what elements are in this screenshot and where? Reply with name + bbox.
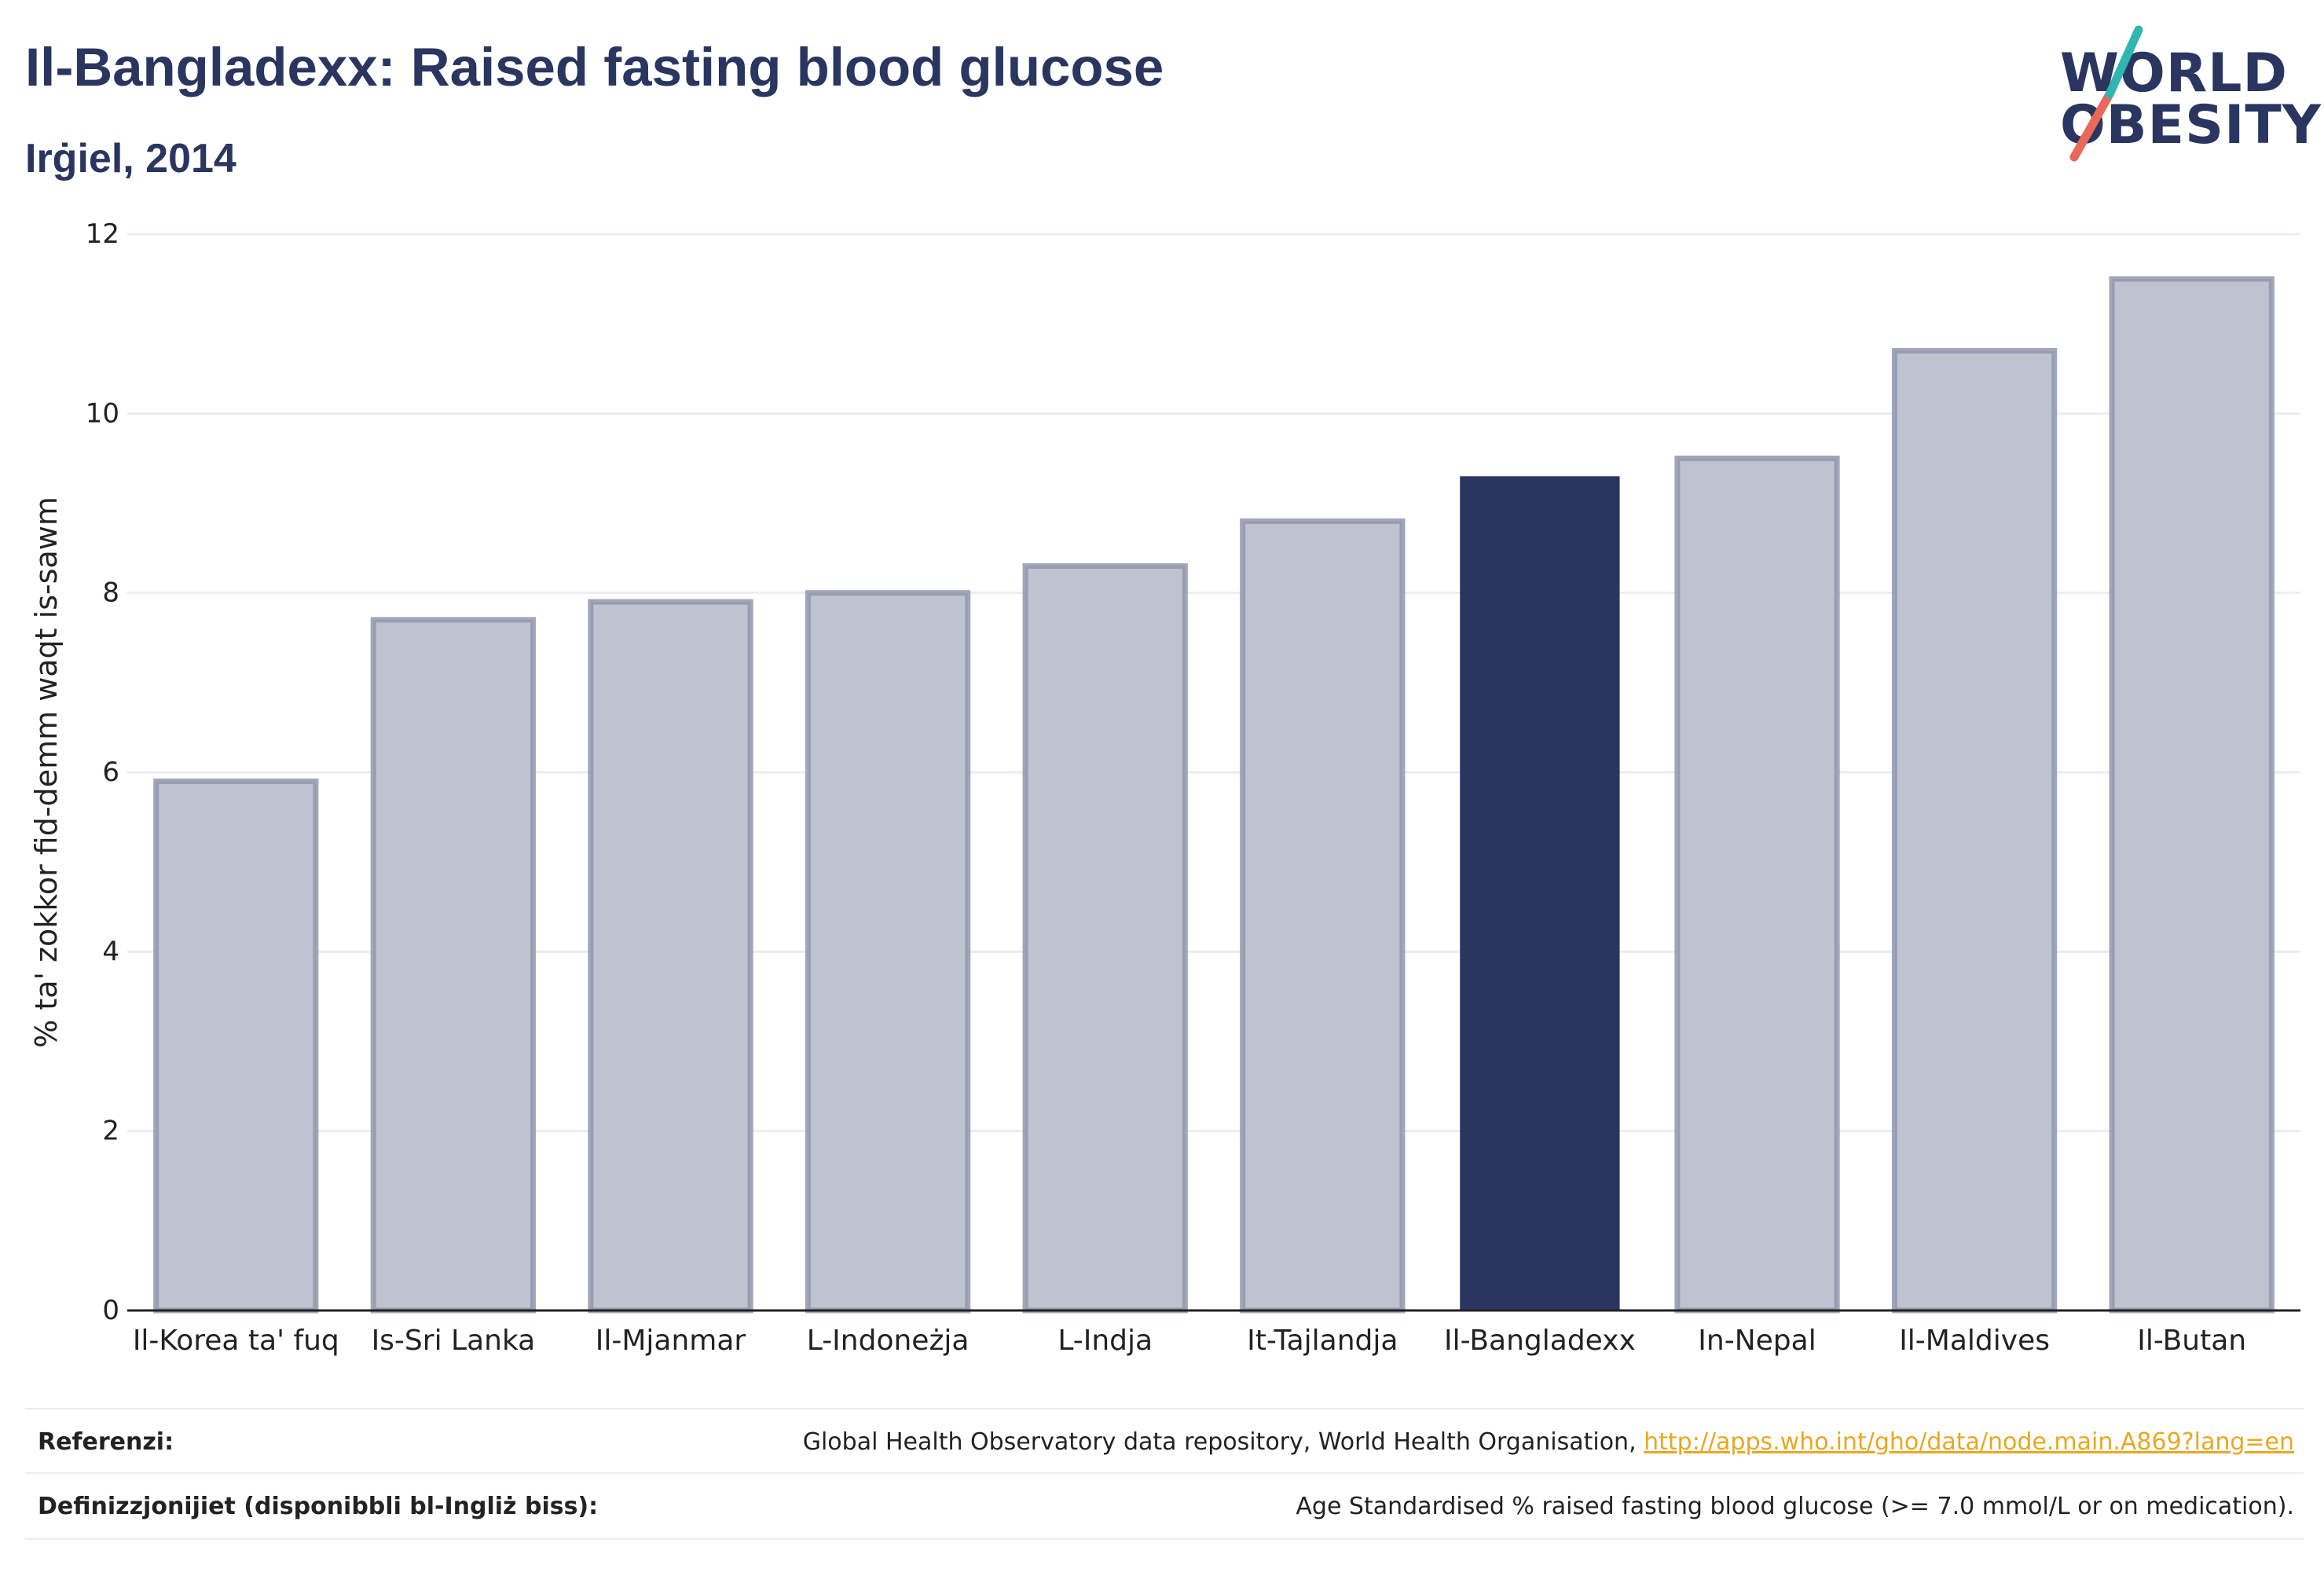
y-tick-label: 4	[102, 936, 119, 967]
bar	[1240, 518, 1406, 1314]
bar	[1891, 347, 2058, 1314]
x-tick-label: In-Nepal	[1698, 1325, 1816, 1357]
y-axis-label: % ta' zokkor fid-demm waqt is-sawm	[29, 497, 64, 1048]
definitions-row: Definizzjonijiet (disponibbli bl-Ingliż …	[25, 1472, 2304, 1540]
bar-chart: 0 2 4 6 8 10 12 % ta' zokkor fid-demm waqt is-s…	[29, 218, 2300, 1357]
bar	[2109, 276, 2275, 1314]
x-tick-label: L-Indoneżja	[807, 1325, 970, 1357]
y-tick-label: 8	[102, 577, 119, 609]
bar	[1674, 455, 1840, 1314]
y-tick-label: 12	[86, 218, 119, 250]
references-link[interactable]: http://apps.who.int/gho/data/node.main.A…	[1644, 1428, 2294, 1456]
references-row: Referenzi: Global Health Observatory dat…	[25, 1408, 2304, 1474]
definitions-label: Definizzjonijiet (disponibbli bl-Ingliż …	[38, 1493, 599, 1520]
references-value: Global Health Observatory data repositor…	[803, 1428, 2294, 1456]
logo-slash-icon	[2069, 25, 2143, 162]
x-tick-label: Il-Butan	[2137, 1325, 2246, 1357]
bar	[1022, 563, 1188, 1314]
bar	[370, 617, 537, 1314]
y-tick-label: 0	[102, 1295, 119, 1326]
bar	[805, 590, 971, 1314]
x-tick-label: Il-Korea ta' fuq	[133, 1325, 339, 1357]
logo-line-1: WORLD	[2060, 42, 2288, 104]
y-tick-label: 6	[102, 757, 119, 788]
x-tick-label: It-Tajlandja	[1247, 1325, 1398, 1357]
bar	[1460, 476, 1620, 1310]
chart-subtitle: Irġiel, 2014	[25, 136, 236, 181]
x-tick-label: L-Indja	[1058, 1325, 1153, 1357]
references-text: Global Health Observatory data repositor…	[802, 1428, 1644, 1456]
bar	[588, 599, 753, 1314]
chart-title: Il-Bangladexx: Raised fasting blood gluc…	[25, 37, 1164, 97]
y-tick-label: 10	[86, 398, 119, 429]
definitions-value: Age Standardised % raised fasting blood …	[1296, 1493, 2294, 1520]
bar	[153, 778, 319, 1314]
references-label: Referenzi:	[38, 1428, 174, 1456]
x-tick-label: Il-Maldives	[1899, 1325, 2050, 1357]
x-tick-label: Il-Mjanmar	[596, 1325, 746, 1357]
world-obesity-logo: WORLD OBESITY	[2051, 24, 2321, 165]
y-tick-label: 2	[102, 1116, 119, 1147]
x-tick-label: Il-Bangladexx	[1444, 1325, 1636, 1357]
x-tick-label: Is-Sri Lanka	[372, 1325, 536, 1357]
